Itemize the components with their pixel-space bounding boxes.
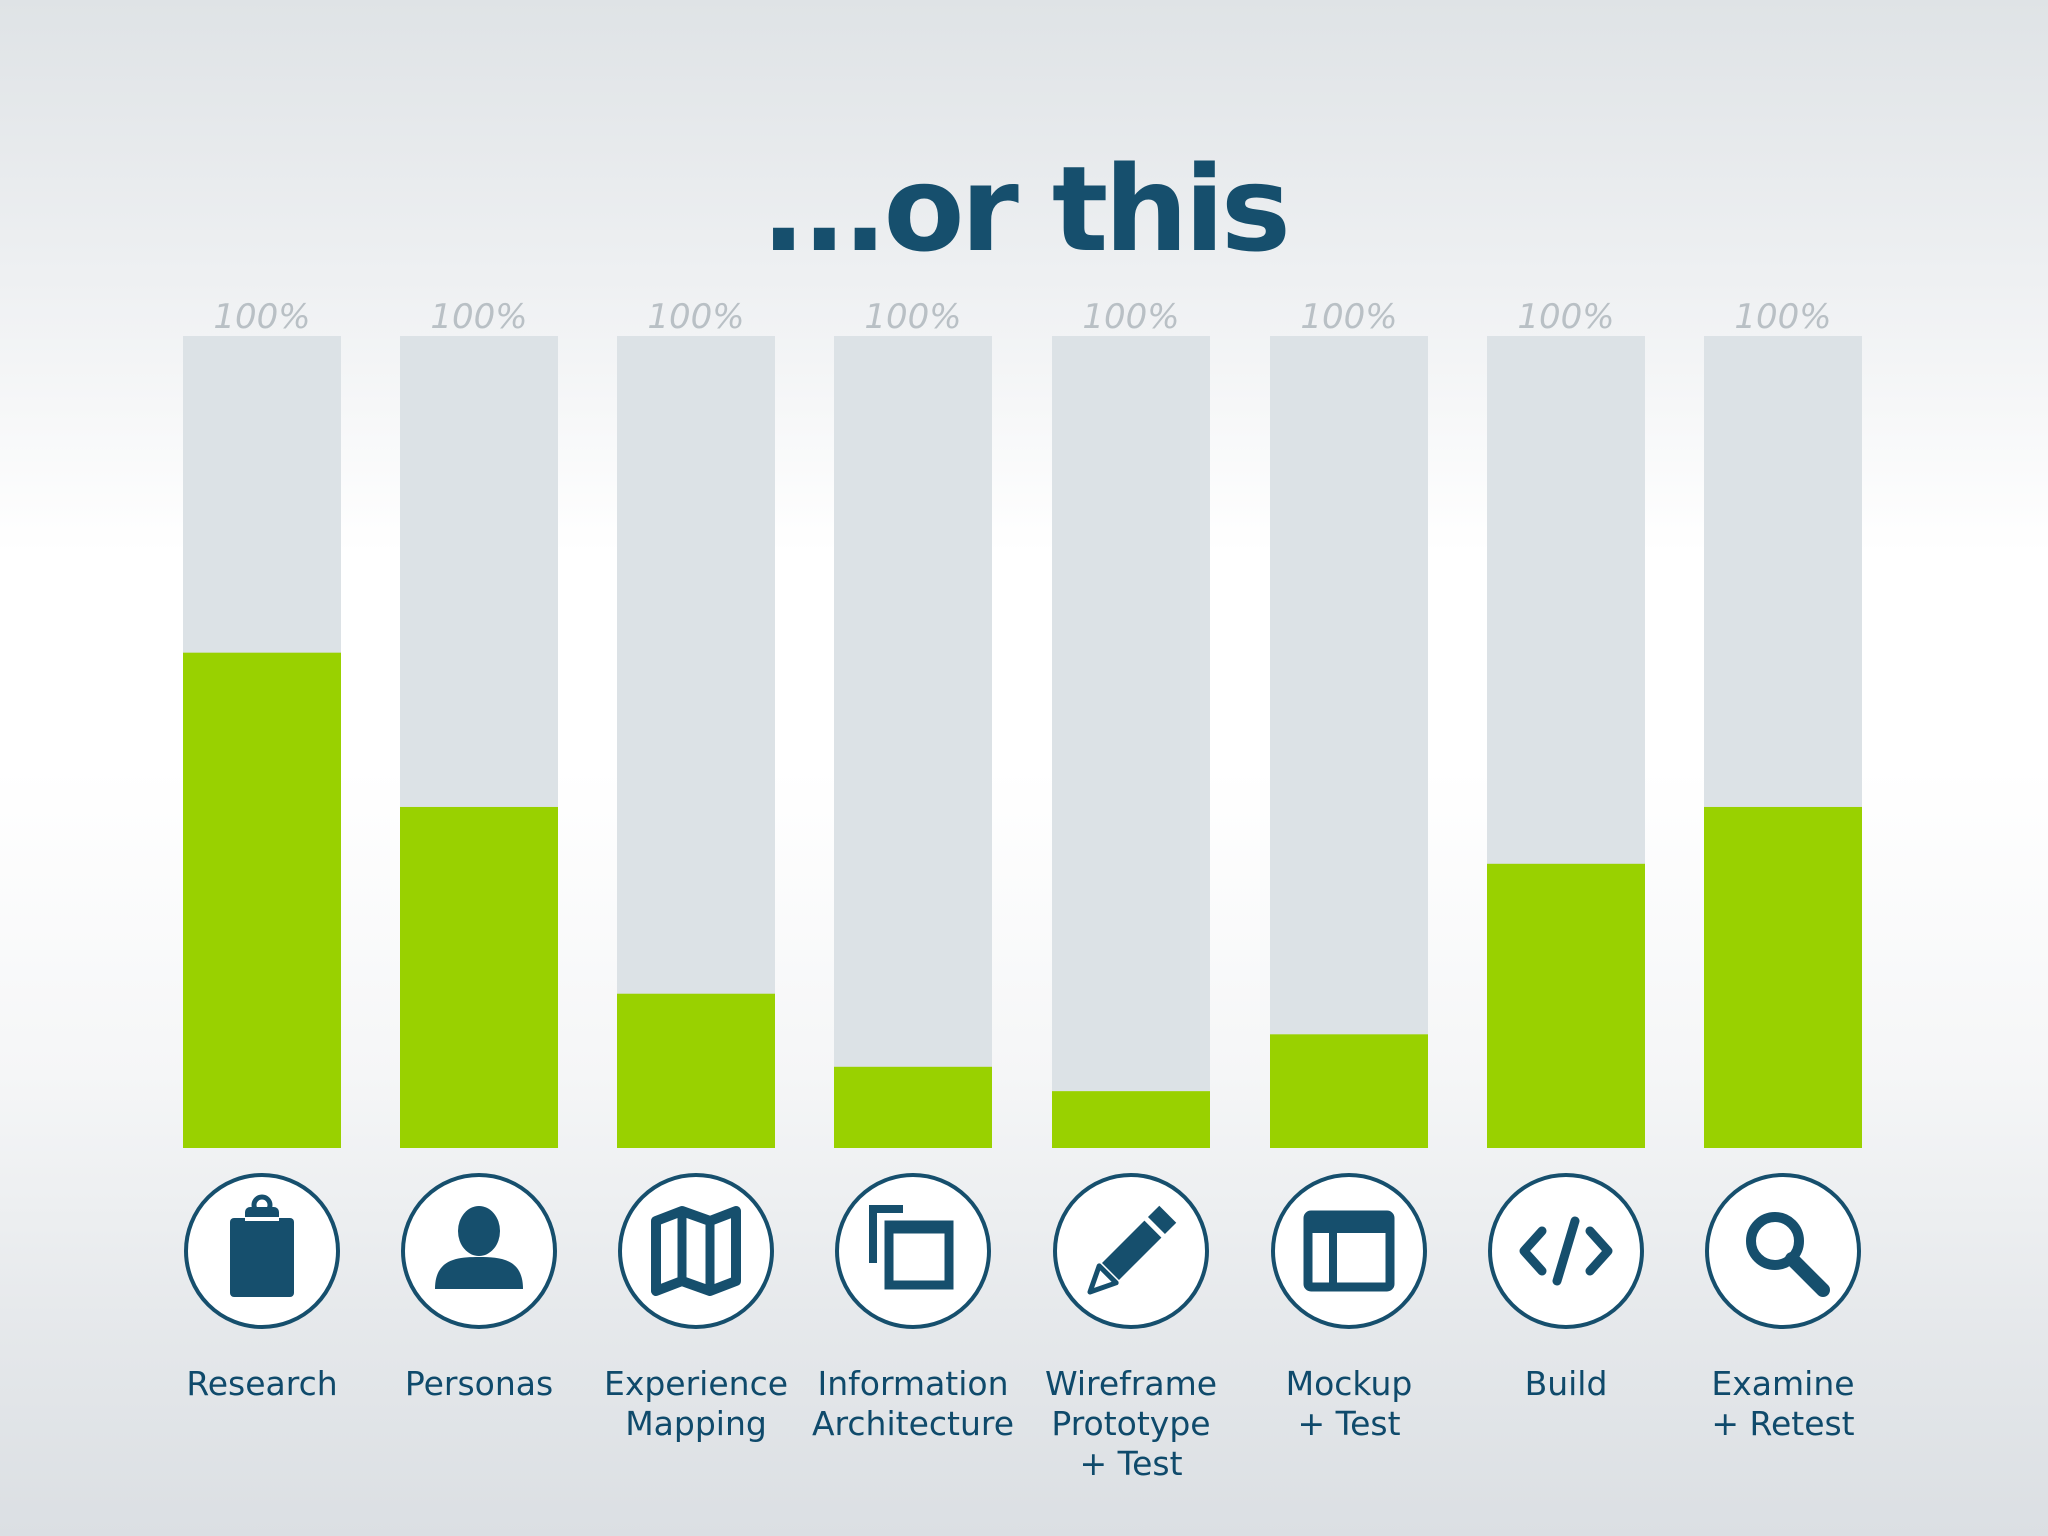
category-label: Research	[186, 1364, 337, 1403]
bar-track	[1270, 336, 1428, 1148]
category-label: + Test	[1079, 1444, 1182, 1483]
clipboard-icon	[230, 1194, 294, 1297]
bar-track	[1052, 336, 1210, 1148]
bar-fill	[400, 806, 558, 1148]
copy-icon	[869, 1205, 954, 1290]
category-label: Build	[1525, 1364, 1608, 1403]
bar-fill	[183, 652, 341, 1148]
category-label: Mockup	[1286, 1364, 1413, 1403]
bar-max-label: 100%	[1082, 297, 1179, 337]
category-label: Information	[817, 1364, 1008, 1403]
bar-max-label: 100%	[1300, 297, 1397, 337]
bar-fill	[834, 1066, 992, 1148]
category-label: Examine	[1711, 1364, 1854, 1403]
icon-circle	[1705, 1173, 1861, 1329]
bar-max-label: 100%	[1734, 297, 1831, 337]
bar-fill	[617, 993, 775, 1148]
bar-fill	[1487, 863, 1645, 1148]
category-label: Experience	[604, 1364, 788, 1403]
bar-max-label: 100%	[1517, 297, 1614, 337]
bar-max-label: 100%	[864, 297, 961, 337]
bar-max-label: 100%	[430, 297, 527, 337]
category-label: + Retest	[1711, 1404, 1854, 1443]
bar-fill	[1704, 806, 1862, 1148]
bar-fill	[1270, 1034, 1428, 1148]
person-icon	[435, 1206, 523, 1289]
bar-max-label: 100%	[647, 297, 744, 337]
category-label: Prototype	[1051, 1404, 1210, 1443]
category-label: Mapping	[625, 1404, 767, 1443]
category-label: Wireframe	[1045, 1364, 1217, 1403]
pencil-icon	[1087, 1205, 1177, 1295]
chart-title: ...or this	[761, 140, 1291, 278]
category-label: + Test	[1297, 1404, 1400, 1443]
icon-circle	[618, 1173, 774, 1329]
search-icon	[1746, 1212, 1830, 1297]
category-label: Personas	[405, 1364, 553, 1403]
category-label: Architecture	[812, 1404, 1014, 1443]
bar-track	[834, 336, 992, 1148]
code-icon	[1519, 1216, 1613, 1286]
bar-fill	[1052, 1091, 1210, 1148]
map-icon	[651, 1206, 741, 1296]
bar-max-label: 100%	[213, 297, 310, 337]
icon-circle	[1271, 1173, 1427, 1329]
icon-circle	[835, 1173, 991, 1329]
layout-icon	[1303, 1210, 1395, 1292]
